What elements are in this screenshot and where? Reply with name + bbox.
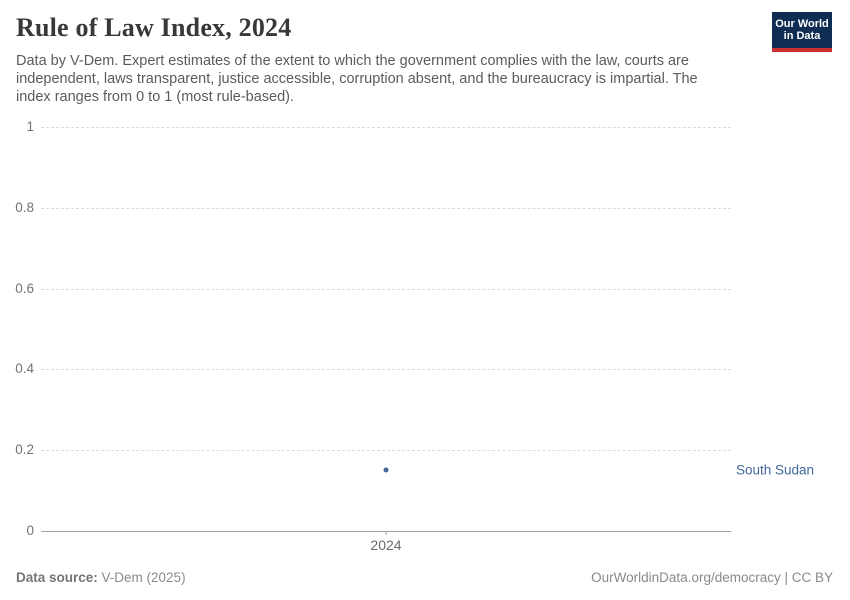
owid-logo-line2: in Data <box>783 30 821 42</box>
y-tick-label: 0.6 <box>15 280 34 296</box>
gridline <box>41 450 731 452</box>
gridline <box>41 207 731 209</box>
owid-logo-text: Our World in Data <box>772 12 832 48</box>
owid-logo-accent-bar <box>772 48 832 52</box>
gridline <box>41 369 731 371</box>
y-tick-label: 1 <box>26 119 34 135</box>
entity-label-south-sudan[interactable]: South Sudan <box>736 462 815 478</box>
y-tick-label: 0.4 <box>15 361 34 377</box>
data-point-south-sudan[interactable] <box>383 467 389 473</box>
chart-footer: Data source: V-Dem (2025) OurWorldinData… <box>16 570 833 585</box>
x-tick-label: 2024 <box>370 537 402 553</box>
credit-link[interactable]: OurWorldinData.org/democracy | CC BY <box>591 570 833 585</box>
plot-area: 2024 South Sudan 0 0.2 0.4 0.6 0.8 1 <box>15 119 814 553</box>
gridline <box>41 288 731 290</box>
x-axis-line <box>41 531 731 532</box>
data-source-note: Data source: V-Dem (2025) <box>16 570 186 585</box>
chart-title: Rule of Law Index, 2024 <box>16 13 292 42</box>
chart-subtitle: Data by V-Dem. Expert estimates of the e… <box>16 53 698 105</box>
data-source-label: Data source: <box>16 570 98 585</box>
gridline <box>41 127 731 128</box>
y-tick-label: 0.2 <box>15 442 34 458</box>
data-source-value: V-Dem (2025) <box>97 570 186 585</box>
x-tick-mark <box>385 531 387 535</box>
owid-logo-line1: Our World <box>775 17 829 30</box>
owid-logo[interactable]: Our World in Data <box>772 12 832 52</box>
y-tick-label: 0 <box>26 523 34 539</box>
y-tick-label: 0.8 <box>15 199 34 215</box>
